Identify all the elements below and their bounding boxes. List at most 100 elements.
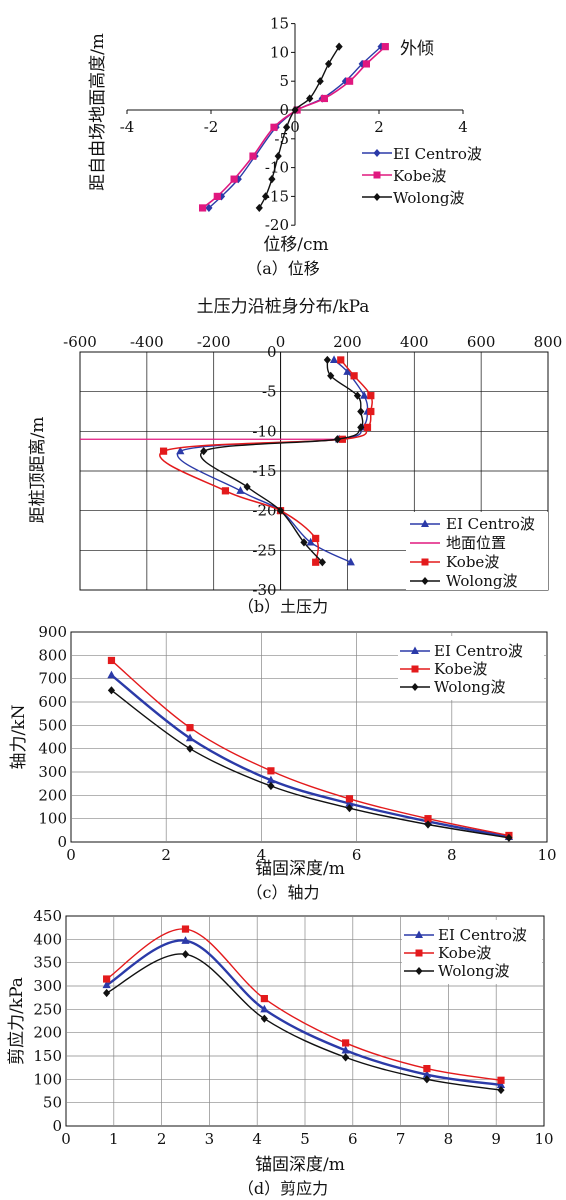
data-point <box>159 447 168 455</box>
legend-label: Wolong波 <box>446 572 518 590</box>
x-tick-label: 800 <box>534 333 563 351</box>
data-point <box>306 94 314 103</box>
data-point <box>360 391 369 399</box>
y-tick-label: 250 <box>33 1000 62 1018</box>
data-point <box>424 820 432 829</box>
legend-marker <box>421 558 429 566</box>
chart-b: -600 -400 -200 0 200 400 600 8000-5-10-15-20-25… <box>28 297 562 616</box>
data-point <box>267 781 275 791</box>
data-point <box>342 1053 350 1062</box>
x-tick-label: -2 <box>204 118 219 136</box>
x-tick-label: 4 <box>252 1130 262 1148</box>
x-tick-label: 7 <box>396 1130 406 1148</box>
chart-a: -4 -2 0 2 4151050-5-10-15-20外倾距自由场地面高度/m位移/c… <box>88 15 482 278</box>
x-tick-label: 200 <box>333 333 362 351</box>
data-point <box>205 203 213 213</box>
y-tick-label: 5 <box>279 72 289 90</box>
y-tick-label: 200 <box>38 786 67 804</box>
y-tick-label: 50 <box>43 1094 62 1112</box>
legend-label: Kobe波 <box>438 944 491 962</box>
y-tick-label: -25 <box>252 541 276 559</box>
y-tick-label: -10 <box>252 422 276 440</box>
data-point <box>346 77 354 85</box>
data-point <box>107 656 116 665</box>
data-point <box>200 447 208 456</box>
series-line <box>111 689 510 839</box>
data-point <box>103 975 111 983</box>
data-point <box>274 151 282 161</box>
x-axis-label: 位移/cm <box>263 235 328 255</box>
legend-box <box>398 636 544 700</box>
data-point <box>255 203 263 213</box>
x-tick-label: 10 <box>537 846 556 864</box>
data-point <box>377 42 385 51</box>
data-point <box>327 371 335 380</box>
data-point <box>362 60 370 68</box>
data-point <box>346 557 355 566</box>
y-tick-label: 0 <box>57 833 67 851</box>
x-tick-label: 0 <box>61 1130 71 1148</box>
chart-c: 0 2 4 6 8 100100200300400500600700800900轴力/kN… <box>9 623 557 902</box>
legend-marker <box>421 577 429 585</box>
y-tick-label: 350 <box>33 954 62 972</box>
legend-label: Kobe波 <box>434 660 487 678</box>
data-point <box>300 538 308 547</box>
data-point <box>345 798 354 807</box>
data-point <box>181 950 190 959</box>
data-point <box>316 77 324 86</box>
y-tick-label: -5 <box>274 130 289 148</box>
data-point <box>357 407 365 416</box>
y-tick-label: 150 <box>33 1047 62 1065</box>
data-point <box>186 744 194 753</box>
legend-marker <box>411 665 419 673</box>
legend-label: Wolong波 <box>393 189 465 207</box>
data-point <box>291 105 299 115</box>
data-point <box>350 372 358 380</box>
y-tick-label: 100 <box>38 810 67 828</box>
y-tick-label: 0 <box>267 343 277 361</box>
data-point <box>262 192 270 201</box>
data-point <box>497 1076 505 1084</box>
data-point <box>423 1065 431 1073</box>
legend-marker <box>373 149 381 157</box>
legend-marker <box>373 171 381 179</box>
data-point <box>181 925 190 933</box>
data-point <box>337 356 345 364</box>
data-point <box>353 391 362 400</box>
x-tick-label: 1 <box>109 1130 119 1148</box>
legend-label: Kobe波 <box>393 167 446 185</box>
data-point <box>260 1014 268 1023</box>
x-axis-label: 锚固深度/m <box>255 859 345 879</box>
x-tick-label: 10 <box>534 1130 553 1148</box>
data-point <box>260 995 268 1003</box>
chart-d: 0 1 2 3 4 5 6 7 8 9 10050100150200250300350400450剪… <box>7 907 554 1198</box>
x-tick-label: 5 <box>300 1130 310 1148</box>
y-axis-label: 剪应力/kPa <box>7 977 27 1065</box>
x-tick-label: 600 <box>467 333 496 351</box>
legend-marker <box>415 967 423 975</box>
y-tick-label: 800 <box>38 646 67 664</box>
x-tick-label: 0 <box>290 118 300 136</box>
legend-label: EI Centro波 <box>434 642 523 660</box>
y-tick-label: 400 <box>38 740 67 758</box>
data-point <box>320 94 328 103</box>
data-point <box>338 435 347 443</box>
x-tick-label: 400 <box>400 333 429 351</box>
y-tick-label: -15 <box>265 187 289 205</box>
x-tick-label: 2 <box>161 846 171 864</box>
caption: （d）剪应力 <box>238 1179 328 1198</box>
data-point <box>236 486 245 494</box>
x-tick-label: -400 <box>130 333 164 351</box>
y-tick-label: 900 <box>38 623 67 641</box>
x-tick-label: 0 <box>66 846 76 864</box>
data-point <box>283 123 291 132</box>
data-point <box>276 506 285 515</box>
x-tick-label: 0 <box>276 333 286 351</box>
legend-marker <box>411 646 419 654</box>
data-point <box>329 355 339 364</box>
